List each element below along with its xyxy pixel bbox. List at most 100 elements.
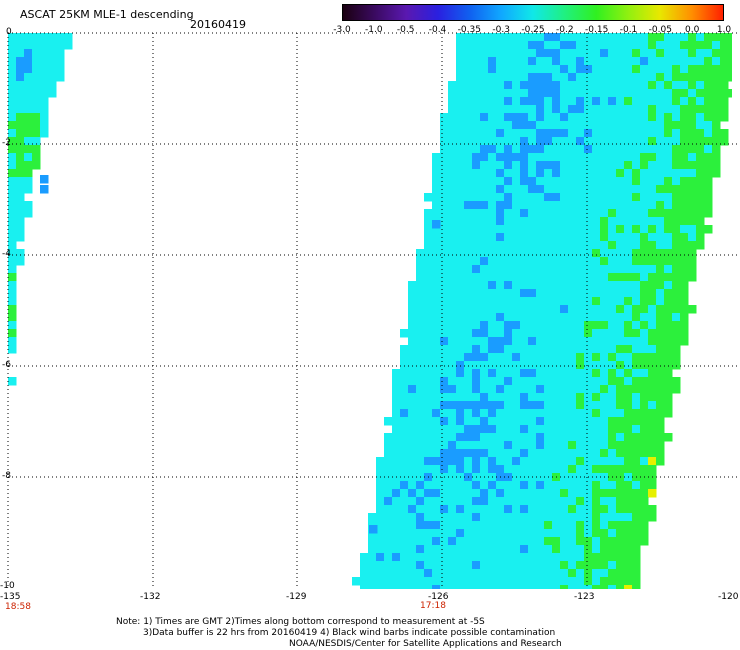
swath-cell [528,185,537,194]
swath-cell [32,129,41,138]
swath-cell [400,585,409,589]
swath-cell [576,161,585,170]
swath-cell [456,241,465,250]
swath-cell [560,569,569,578]
swath-cell [472,217,481,226]
swath-cell [672,217,681,226]
swath-cell [440,553,449,562]
swath-cell [448,425,457,434]
swath-cell [384,449,393,458]
swath-cell [568,97,577,106]
swath-cell [536,225,545,234]
swath-cell [504,161,513,170]
swath-cell [512,81,521,90]
swath-cell [448,345,457,354]
swath-cells [8,33,732,589]
swath-cell [672,89,681,98]
swath-cell [496,497,505,506]
swath-cell [544,145,553,154]
swath-cell [656,57,665,66]
swath-cell [568,393,577,402]
swath-cell [640,313,649,322]
swath-cell [592,137,601,146]
swath-cell [648,145,657,154]
swath-cell [624,433,633,442]
swath-cell [584,249,593,258]
colorbar-label: -0.1 [619,25,638,35]
swath-cell [600,225,609,234]
swath-cell [648,249,657,258]
swath-cell [472,113,481,122]
swath-cell [488,321,497,330]
swath-cell [544,105,553,114]
swath-cell [472,433,481,442]
swath-cell [488,241,497,250]
swath-cell [32,145,41,154]
swath-cell [584,241,593,250]
swath-cell [488,553,497,562]
swath-cell [480,89,489,98]
swath-cell [656,313,665,322]
swath-cell [712,137,721,146]
swath-cell [680,113,689,122]
swath-cell [688,217,697,226]
lat-label-8: -8 [2,471,11,481]
swath-cell [696,33,705,42]
swath-cell [672,361,681,370]
swath-cell [552,265,561,274]
swath-cell [512,313,521,322]
swath-cell [528,209,537,218]
swath-cell [504,225,513,234]
swath-cell [624,289,633,298]
swath-cell [664,137,673,146]
swath-cell [456,329,465,338]
swath-cell [688,145,697,154]
swath-cell [616,409,625,418]
swath-cell [648,361,657,370]
swath-cell [584,193,593,202]
swath-cell [528,33,537,42]
swath-cell [392,393,401,402]
swath-cell [544,417,553,426]
swath-cell [696,193,705,202]
note-line-2: 3)Data buffer is 22 hrs from 20160419 4)… [143,628,556,638]
swath-cell [424,401,433,410]
swath-cell [16,65,25,74]
swath-cell [640,153,649,162]
swath-cell [568,297,577,306]
swath-cell [40,49,49,58]
swath-cell [456,249,465,258]
swath-cell [464,249,473,258]
swath-cell [568,153,577,162]
swath-cell [592,217,601,226]
swath-cell [488,289,497,298]
swath-cell [536,545,545,554]
swath-cell [528,289,537,298]
swath-cell [528,265,537,274]
swath-cell [16,225,25,234]
swath-cell [488,169,497,178]
swath-cell [8,65,17,74]
swath-cell [408,393,417,402]
swath-cell [464,321,473,330]
swath-cell [432,305,441,314]
swath-cell [456,313,465,322]
swath-cell [424,393,433,402]
swath-cell [560,449,569,458]
swath-cell [488,225,497,234]
swath-cell [640,49,649,58]
swath-cell [48,81,57,90]
swath-cell [512,241,521,250]
swath-cell [544,289,553,298]
swath-cell [424,449,433,458]
swath-cell [592,201,601,210]
swath-cell [424,553,433,562]
swath-cell [448,97,457,106]
swath-cell [432,433,441,442]
swath-cell [464,81,473,90]
swath-cell [8,281,17,290]
swath-cell [384,569,393,578]
swath-cell [592,193,601,202]
swath-cell [608,161,617,170]
swath-cell [584,529,593,538]
